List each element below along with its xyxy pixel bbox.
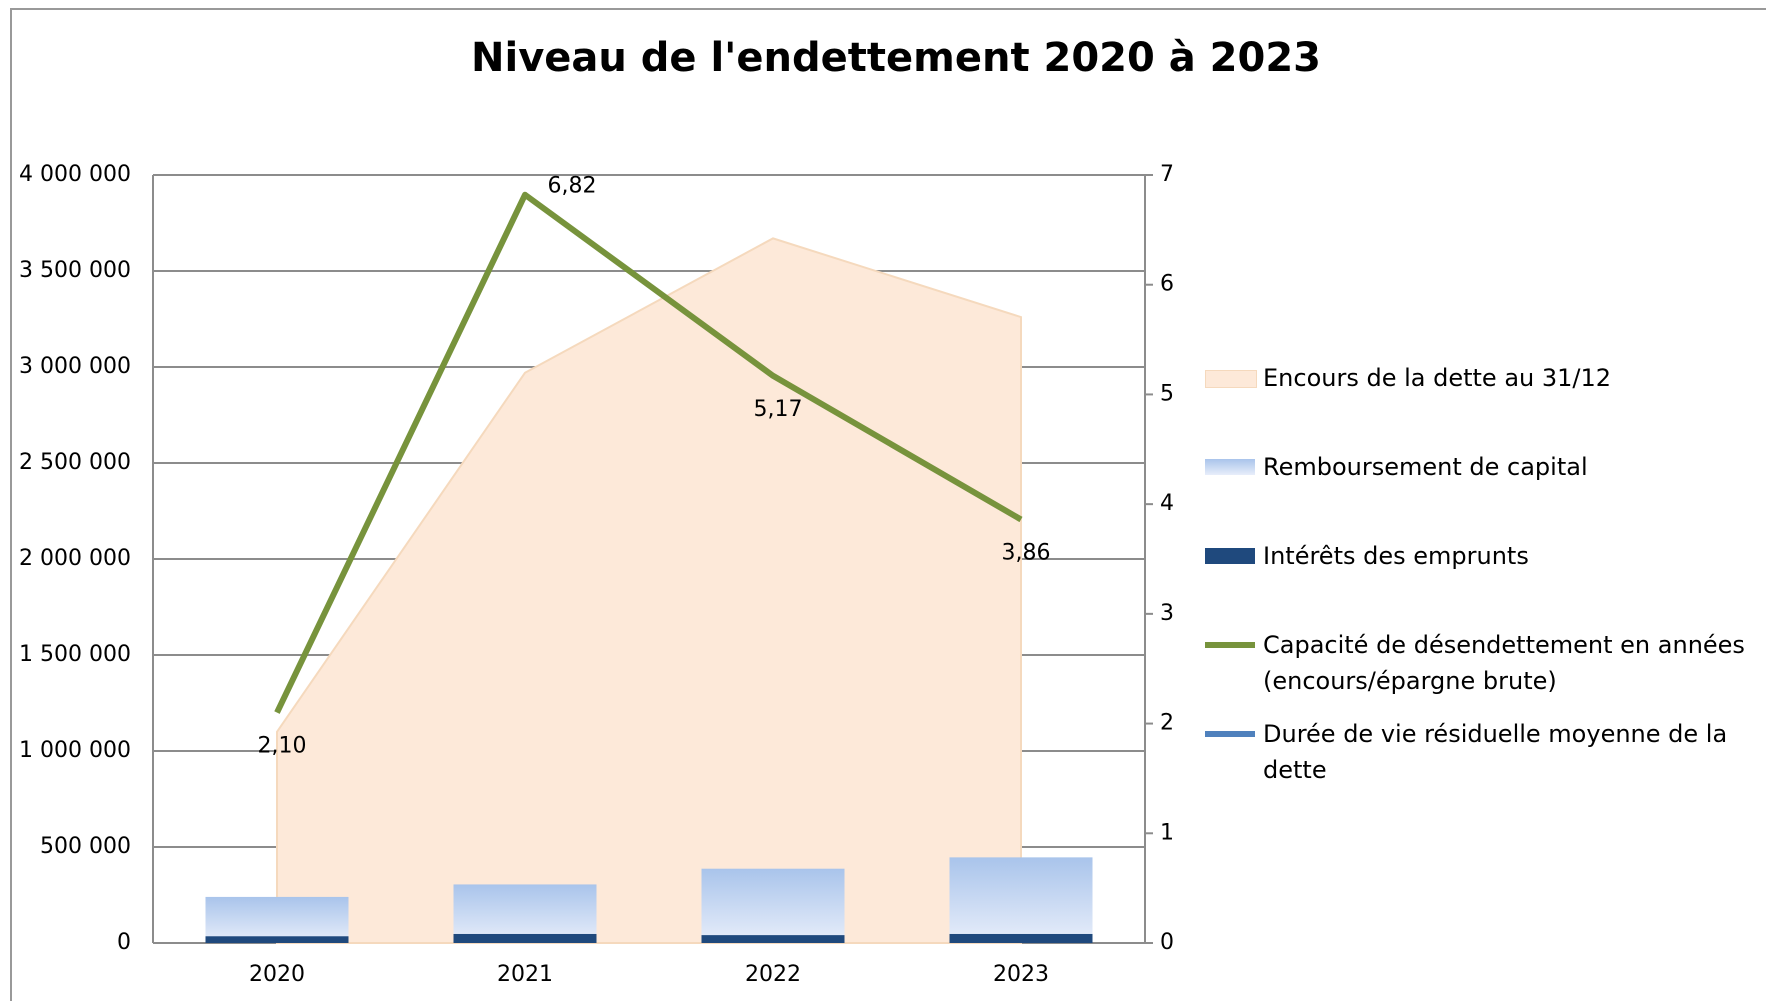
y2-tick-label: 0 bbox=[1160, 930, 1174, 955]
legend-label: Durée de vie résiduelle moyenne de la de… bbox=[1263, 720, 1728, 784]
legend-item: Remboursement de capital bbox=[1205, 449, 1765, 485]
legend-item: Capacité de désendettement en années (en… bbox=[1205, 627, 1765, 699]
data-label: 2,10 bbox=[258, 734, 307, 759]
y2-tick-label: 3 bbox=[1160, 601, 1174, 626]
y2-tick-label: 1 bbox=[1160, 820, 1174, 845]
data-label: 3,86 bbox=[1002, 541, 1051, 566]
y-tick-label: 0 bbox=[117, 930, 131, 955]
data-label: 6,82 bbox=[548, 174, 597, 199]
bar bbox=[453, 884, 597, 943]
legend-item: Encours de la dette au 31/12 bbox=[1205, 360, 1765, 396]
x-tick-label: 2023 bbox=[993, 962, 1049, 987]
legend: Encours de la dette au 31/12 Remboursemen… bbox=[1205, 360, 1765, 805]
area bbox=[276, 237, 1022, 944]
bar bbox=[205, 936, 349, 943]
y-tick-label: 1 500 000 bbox=[19, 642, 131, 667]
legend-swatch bbox=[1205, 370, 1257, 388]
y-tick-label: 4 000 000 bbox=[19, 162, 131, 187]
y2-tick-label: 7 bbox=[1160, 162, 1174, 187]
y-tick-label: 3 000 000 bbox=[19, 354, 131, 379]
y-tick-label: 500 000 bbox=[40, 834, 131, 859]
legend-swatch bbox=[1205, 548, 1255, 564]
y2-tick-label: 2 bbox=[1160, 711, 1174, 736]
bar bbox=[701, 868, 845, 943]
legend-label: Intérêts des emprunts bbox=[1263, 542, 1529, 570]
legend-item: Durée de vie résiduelle moyenne de la de… bbox=[1205, 716, 1765, 788]
legend-label: Encours de la dette au 31/12 bbox=[1263, 364, 1612, 392]
line bbox=[274, 191, 1023, 714]
y2-tick-label: 6 bbox=[1160, 272, 1174, 297]
chart-title: Niveau de l'endettement 2020 à 2023 bbox=[471, 35, 1321, 81]
bar bbox=[949, 857, 1093, 943]
x-tick-label: 2020 bbox=[249, 962, 305, 987]
y-tick-label: 2 000 000 bbox=[19, 546, 131, 571]
bar bbox=[453, 933, 597, 943]
legend-swatch bbox=[1205, 642, 1255, 648]
x-tick-label: 2021 bbox=[497, 962, 553, 987]
y2-tick-label: 5 bbox=[1160, 381, 1174, 406]
frame bbox=[10, 8, 1766, 1001]
legend-item: Intérêts des emprunts bbox=[1205, 538, 1765, 574]
y-tick-label: 2 500 000 bbox=[19, 450, 131, 475]
legend-label: Capacité de désendettement en années (en… bbox=[1263, 631, 1745, 695]
legend-label: Remboursement de capital bbox=[1263, 453, 1588, 481]
y2-tick-label: 4 bbox=[1160, 491, 1174, 516]
bar bbox=[701, 935, 845, 943]
x-tick-label: 2022 bbox=[745, 962, 801, 987]
bar bbox=[205, 896, 349, 943]
bar bbox=[949, 933, 1093, 943]
y-tick-label: 3 500 000 bbox=[19, 258, 131, 283]
data-label: 5,17 bbox=[754, 397, 803, 422]
legend-swatch bbox=[1205, 459, 1255, 475]
y-tick-label: 1 000 000 bbox=[19, 738, 131, 763]
legend-swatch bbox=[1205, 731, 1255, 737]
